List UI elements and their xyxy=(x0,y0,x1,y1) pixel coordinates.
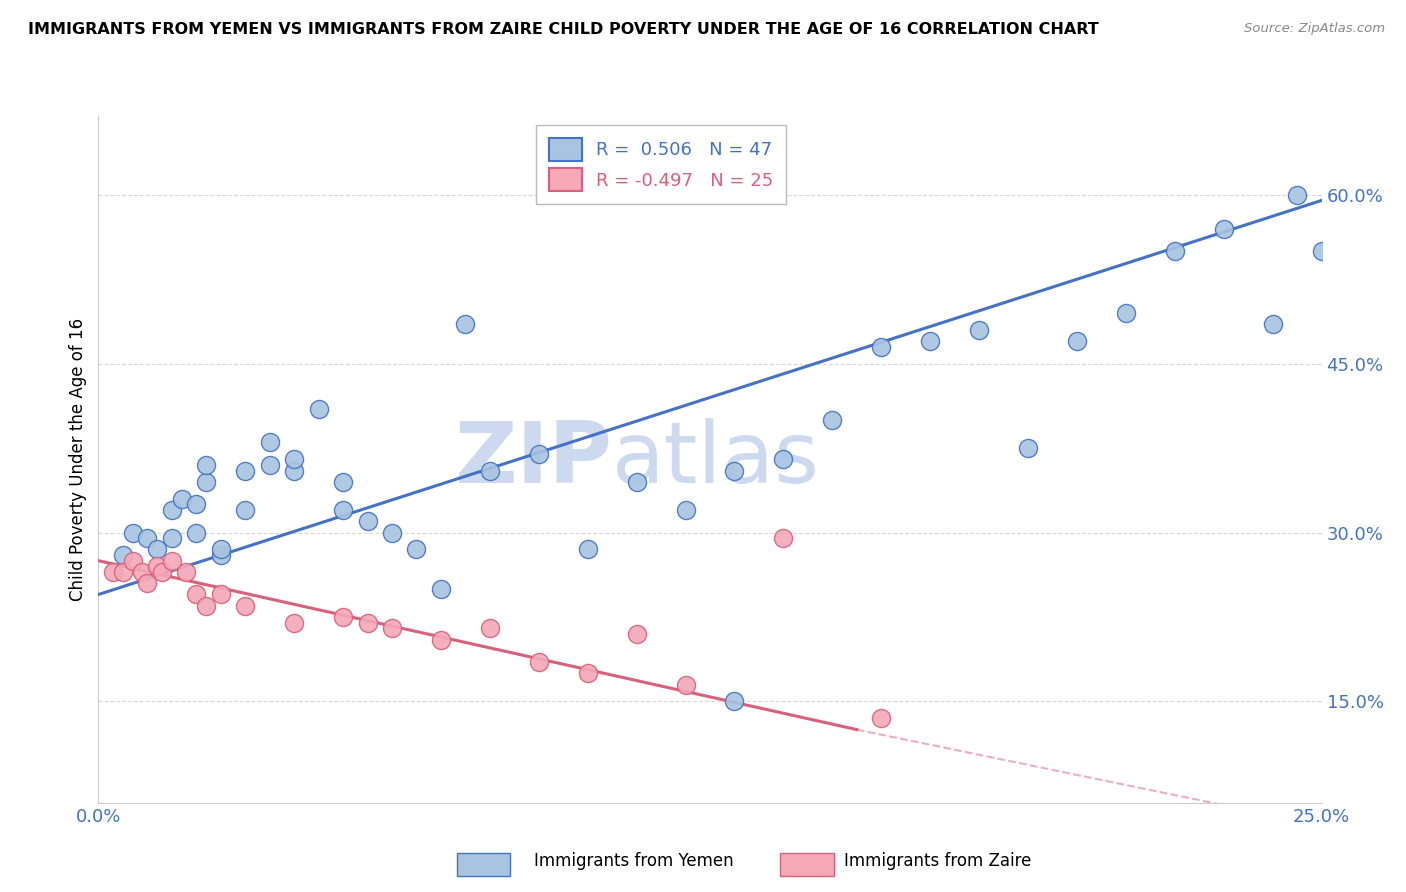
Point xyxy=(308,401,330,416)
Point xyxy=(233,503,256,517)
Point xyxy=(381,621,404,635)
Point xyxy=(136,576,159,591)
Point xyxy=(626,627,648,641)
Point xyxy=(195,599,218,613)
Point xyxy=(332,475,354,489)
Point xyxy=(772,452,794,467)
Point xyxy=(259,435,281,450)
Point xyxy=(723,464,745,478)
Point xyxy=(283,452,305,467)
Point xyxy=(195,458,218,472)
Point xyxy=(1164,244,1187,258)
Point xyxy=(186,587,208,601)
Text: Source: ZipAtlas.com: Source: ZipAtlas.com xyxy=(1244,22,1385,36)
Point xyxy=(1286,187,1309,202)
Point xyxy=(675,503,697,517)
Point xyxy=(121,554,143,568)
Point xyxy=(478,464,501,478)
Point xyxy=(920,334,942,348)
Point xyxy=(111,548,134,562)
Point xyxy=(233,464,256,478)
Point xyxy=(209,542,232,557)
Point xyxy=(675,677,697,691)
Point xyxy=(1066,334,1088,348)
Text: Immigrants from Yemen: Immigrants from Yemen xyxy=(534,852,734,870)
Point xyxy=(146,559,169,574)
Point xyxy=(259,458,281,472)
Point xyxy=(430,582,453,596)
Point xyxy=(283,464,305,478)
Point xyxy=(283,615,305,630)
Point xyxy=(967,323,990,337)
Point xyxy=(478,621,501,635)
Point xyxy=(121,525,143,540)
Text: IMMIGRANTS FROM YEMEN VS IMMIGRANTS FROM ZAIRE CHILD POVERTY UNDER THE AGE OF 16: IMMIGRANTS FROM YEMEN VS IMMIGRANTS FROM… xyxy=(28,22,1099,37)
Point xyxy=(101,565,124,579)
Text: ZIP: ZIP xyxy=(454,417,612,501)
Point xyxy=(430,632,453,647)
Point xyxy=(381,525,404,540)
Point xyxy=(626,475,648,489)
Point xyxy=(576,666,599,681)
Point xyxy=(160,554,183,568)
Text: atlas: atlas xyxy=(612,417,820,501)
Point xyxy=(1261,318,1284,332)
Point xyxy=(527,447,550,461)
Point xyxy=(332,503,354,517)
Y-axis label: Child Poverty Under the Age of 16: Child Poverty Under the Age of 16 xyxy=(69,318,87,601)
Text: Immigrants from Zaire: Immigrants from Zaire xyxy=(844,852,1031,870)
Point xyxy=(332,610,354,624)
Point xyxy=(150,565,173,579)
Point xyxy=(870,340,893,354)
Legend: R =  0.506   N = 47, R = -0.497   N = 25: R = 0.506 N = 47, R = -0.497 N = 25 xyxy=(536,125,786,204)
Point xyxy=(1017,441,1039,455)
Point xyxy=(209,548,232,562)
Point xyxy=(209,587,232,601)
Point xyxy=(772,531,794,545)
Point xyxy=(356,514,378,528)
Point xyxy=(870,711,893,725)
Point xyxy=(136,531,159,545)
Point xyxy=(170,491,193,506)
Point xyxy=(1310,244,1333,258)
Point xyxy=(405,542,427,557)
Point xyxy=(1115,306,1137,320)
Point xyxy=(1212,221,1234,235)
Point xyxy=(821,413,844,427)
Point xyxy=(233,599,256,613)
Point xyxy=(111,565,134,579)
Point xyxy=(146,542,169,557)
Point xyxy=(176,565,198,579)
Point xyxy=(527,655,550,669)
Point xyxy=(131,565,153,579)
Point xyxy=(160,531,183,545)
Point xyxy=(723,694,745,708)
Point xyxy=(160,503,183,517)
Point xyxy=(356,615,378,630)
Point xyxy=(186,525,208,540)
Point xyxy=(576,542,599,557)
Point xyxy=(186,497,208,511)
Point xyxy=(454,318,477,332)
Point xyxy=(195,475,218,489)
